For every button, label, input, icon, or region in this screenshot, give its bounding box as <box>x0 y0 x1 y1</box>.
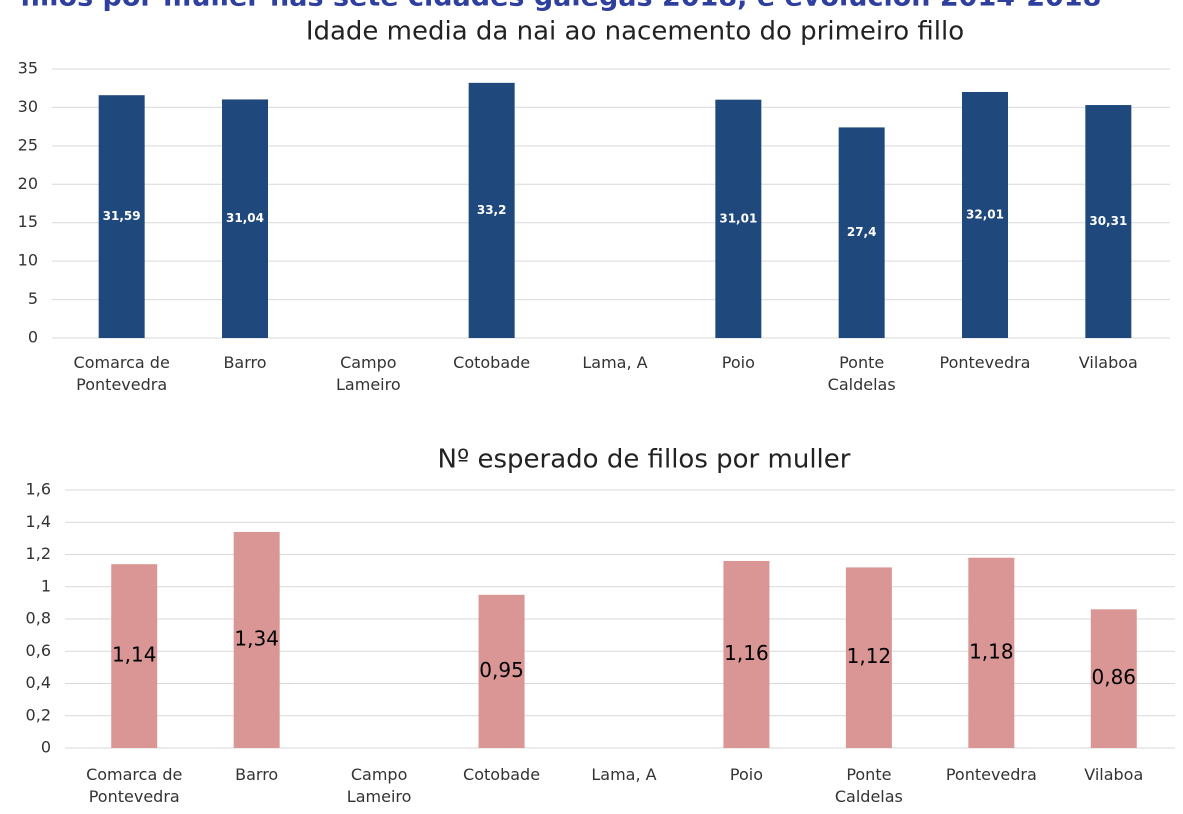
x-tick-label: Ponte Caldelas <box>827 353 896 394</box>
data-label: 1,14 <box>112 643 157 667</box>
bar <box>1085 105 1132 339</box>
bar <box>222 99 268 338</box>
data-label: 0,86 <box>1092 665 1137 689</box>
x-tick-label: Cotobade <box>453 353 531 372</box>
data-label: 31,59 <box>103 209 141 223</box>
chart-title: Nº esperado de fillos por muller <box>438 445 851 475</box>
x-tick-label: Lama, A <box>591 765 657 784</box>
x-tick-label: Barro <box>223 353 267 372</box>
bar <box>723 560 770 748</box>
chart-title: Idade media da nai ao nacemento do prime… <box>306 17 964 47</box>
x-tick-label: Cotobade <box>463 765 541 784</box>
bar <box>478 594 525 748</box>
y-tick-label: 1,4 <box>26 512 51 531</box>
bar <box>1090 609 1137 748</box>
bar <box>715 99 762 338</box>
x-tick-label: Poio <box>729 765 763 784</box>
bar <box>111 564 158 748</box>
bar <box>233 531 280 748</box>
y-tick-label: 35 <box>18 59 38 78</box>
y-tick-label: 1,2 <box>26 544 51 563</box>
x-tick-label: Pontevedra <box>939 353 1031 372</box>
x-tick-label: Campo Lameiro <box>336 353 401 394</box>
x-tick-label: Barro <box>235 765 279 784</box>
x-tick-label: Comarca de Pontevedra <box>86 765 183 806</box>
y-tick-label: 0 <box>28 328 38 347</box>
bar <box>98 95 145 338</box>
x-tick-label: Comarca de Pontevedra <box>73 353 170 394</box>
data-label: 27,4 <box>847 225 877 239</box>
bar <box>962 91 1008 338</box>
bar <box>468 82 515 338</box>
x-tick-label: Pontevedra <box>945 765 1037 784</box>
data-label: 0,95 <box>479 658 524 682</box>
bar <box>845 567 892 748</box>
x-tick-label: Vilaboa <box>1078 353 1138 372</box>
x-tick-label: Ponte Caldelas <box>834 765 903 806</box>
page-title: fillos por muller nas sete cidades galeg… <box>20 0 1101 13</box>
data-label: 31,01 <box>719 211 757 225</box>
data-label: 30,31 <box>1089 214 1127 228</box>
y-tick-label: 0,2 <box>26 705 51 724</box>
data-label: 1,34 <box>234 626 279 650</box>
x-tick-label: Vilaboa <box>1084 765 1144 784</box>
y-tick-label: 1,6 <box>26 480 51 499</box>
y-tick-label: 25 <box>18 135 38 154</box>
x-tick-label: Poio <box>721 353 755 372</box>
y-tick-label: 0,6 <box>26 641 51 660</box>
bar <box>968 557 1015 748</box>
data-label: 31,04 <box>226 211 264 225</box>
data-label: 33,2 <box>477 203 507 217</box>
y-tick-label: 0 <box>41 738 51 757</box>
data-label: 1,16 <box>724 641 769 665</box>
y-tick-label: 20 <box>18 174 38 193</box>
data-label: 1,18 <box>969 639 1014 663</box>
y-tick-label: 0,8 <box>26 609 51 628</box>
y-tick-label: 30 <box>18 97 38 116</box>
x-tick-label: Lama, A <box>582 353 648 372</box>
data-label: 32,01 <box>966 207 1004 221</box>
y-tick-label: 5 <box>28 289 38 308</box>
y-tick-label: 10 <box>18 251 38 270</box>
y-tick-label: 15 <box>18 212 38 231</box>
bar <box>838 127 885 338</box>
y-tick-label: 0,4 <box>26 673 51 692</box>
x-tick-label: Campo Lameiro <box>346 765 412 806</box>
data-label: 1,12 <box>847 644 892 668</box>
y-tick-label: 1 <box>41 576 51 595</box>
